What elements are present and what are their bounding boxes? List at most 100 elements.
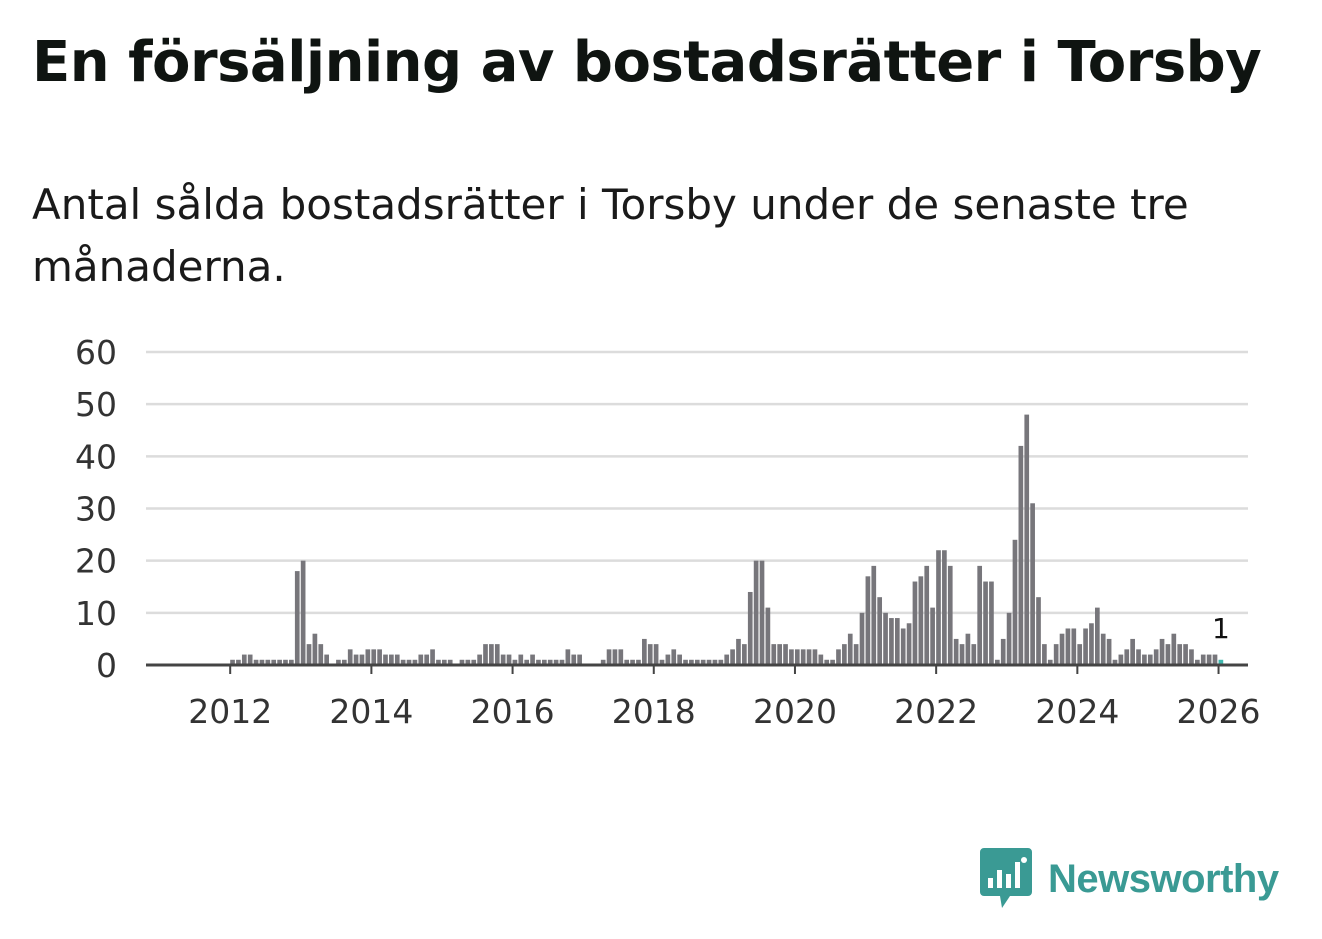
bar [559, 659, 565, 665]
bar [918, 576, 924, 665]
bar [930, 607, 935, 665]
bar [712, 659, 718, 665]
bar [1171, 633, 1177, 665]
bar [412, 659, 418, 665]
bar [859, 612, 865, 665]
bar [1077, 644, 1083, 665]
newsworthy-logo: Newsworthy [980, 848, 1279, 910]
bar [259, 659, 265, 665]
bar [853, 644, 859, 665]
bar [1212, 654, 1218, 665]
bar [542, 659, 547, 665]
bar [294, 571, 300, 665]
bar [506, 654, 512, 665]
bar [571, 654, 577, 665]
bar [789, 649, 794, 665]
bar [377, 649, 382, 665]
bar [1047, 659, 1053, 665]
bar [253, 659, 259, 665]
chart-subtitle: Antal sålda bostadsrätter i Torsby under… [32, 180, 1189, 291]
bar [894, 618, 900, 665]
bar [336, 659, 341, 665]
bar [765, 607, 771, 665]
bar [312, 633, 318, 665]
bar [324, 654, 329, 665]
bar [624, 659, 630, 665]
bar [436, 659, 441, 665]
bar [1206, 654, 1212, 665]
bar [489, 644, 494, 665]
bar [1065, 628, 1071, 665]
bar [230, 659, 235, 665]
bar [341, 659, 347, 665]
bar [642, 638, 647, 665]
bar [753, 560, 759, 665]
bar [889, 618, 894, 665]
bar [347, 649, 353, 665]
bar [553, 659, 559, 665]
bar [512, 659, 518, 665]
bar [971, 644, 977, 665]
bar [441, 659, 447, 665]
bar [1089, 623, 1094, 665]
x-tick-label: 2026 [1177, 692, 1261, 731]
bar [977, 565, 983, 665]
bar [759, 560, 765, 665]
bar [706, 659, 712, 665]
bar [1053, 644, 1059, 665]
bar [942, 550, 947, 665]
bar-value-label: 1 [1212, 612, 1230, 645]
bar [783, 644, 788, 665]
bar [671, 649, 677, 665]
bar [306, 644, 312, 665]
bar [630, 659, 635, 665]
bar [818, 654, 824, 665]
bar [389, 654, 394, 665]
bar [1195, 659, 1200, 665]
bar [747, 591, 753, 665]
bar [1106, 638, 1112, 665]
bar [424, 654, 430, 665]
bar [277, 659, 282, 665]
bar [1153, 649, 1159, 665]
bar [477, 654, 482, 665]
y-tick-label: 60 [75, 333, 117, 372]
bar [289, 659, 294, 665]
bar [1142, 654, 1147, 665]
bar [247, 654, 253, 665]
bar [983, 581, 988, 665]
bar [847, 633, 853, 665]
bar [871, 565, 877, 665]
bar [1000, 638, 1006, 665]
bar [959, 644, 965, 665]
bar [1012, 539, 1018, 665]
bar [471, 659, 477, 665]
bar [1083, 628, 1088, 665]
bar [1147, 654, 1153, 665]
bar [600, 659, 606, 665]
bar [794, 649, 800, 665]
bar [465, 659, 471, 665]
bar [953, 638, 959, 665]
bar [318, 644, 324, 665]
x-tick-label: 2012 [188, 692, 272, 731]
bar [394, 654, 400, 665]
chart-title: En försäljning av bostadsrätter i Torsby [32, 30, 1262, 95]
bar [824, 659, 830, 665]
bar [530, 654, 535, 665]
bar [806, 649, 812, 665]
bar [936, 550, 941, 665]
y-tick-label: 40 [75, 437, 117, 476]
x-tick-label: 2020 [753, 692, 837, 731]
bar [636, 659, 641, 665]
bar [1136, 649, 1141, 665]
bar [459, 659, 465, 665]
bar [718, 659, 724, 665]
bar [494, 644, 500, 665]
bar [836, 649, 841, 665]
bar [771, 644, 777, 665]
bar [947, 565, 953, 665]
bar [524, 659, 530, 665]
x-tick-label: 2016 [471, 692, 555, 731]
